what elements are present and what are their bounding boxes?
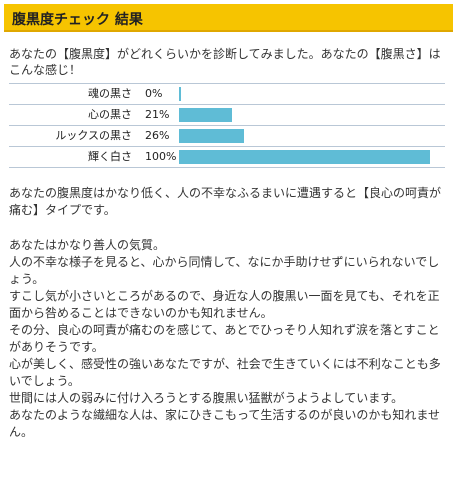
result-bar-track bbox=[179, 108, 430, 122]
result-label: 魂の黒さ bbox=[88, 87, 132, 100]
result-row-heart: 心の黒さ 21% bbox=[9, 104, 445, 125]
summary-text: あなたの腹黒度はかなり低く、人の不幸なふるまいに遭遇すると【良心の呵責が痛む】タ… bbox=[9, 186, 442, 217]
result-label: ルックスの黒さ bbox=[55, 129, 132, 142]
detail-line: 人の不幸な様子を見ると、心から同情して、なにか手助けせずにいられないでしょう。 bbox=[9, 255, 440, 286]
result-bar bbox=[179, 129, 244, 143]
result-table: 魂の黒さ 0% 心の黒さ 21% ルックスの黒さ 26% 輝く白さ 100% bbox=[9, 83, 445, 168]
result-label: 心の黒さ bbox=[88, 108, 132, 121]
result-bar bbox=[179, 87, 181, 101]
result-percent: 21% bbox=[145, 108, 170, 121]
result-bar bbox=[179, 150, 430, 164]
result-row-looks: ルックスの黒さ 26% bbox=[9, 125, 445, 146]
detail-text: あなたはかなり善人の気質。 人の不幸な様子を見ると、心から同情して、なにか手助け… bbox=[9, 237, 445, 441]
result-label: 輝く白さ bbox=[88, 150, 132, 163]
result-bar bbox=[179, 108, 232, 122]
result-bar-track bbox=[179, 150, 430, 164]
result-percent: 100% bbox=[145, 150, 177, 163]
page-title: 腹黒度チェック 結果 bbox=[12, 12, 143, 28]
result-percent: 26% bbox=[145, 129, 170, 142]
detail-line: 世間には人の弱みに付け入ろうとする腹黒い猛獣がうようよしています。 bbox=[9, 391, 404, 405]
result-row-white: 輝く白さ 100% bbox=[9, 146, 445, 167]
detail-line: 心が美しく、感受性の強いあなたですが、社会で生きていくには不利なことも多いでしょ… bbox=[9, 357, 441, 388]
result-percent: 0% bbox=[145, 87, 163, 100]
result-bar-track bbox=[179, 129, 430, 143]
result-header: 腹黒度チェック 結果 bbox=[4, 4, 453, 32]
detail-line: その分、良心の呵責が痛むのを感じて、あとでひっそり人知れず涙を落とすことがありそ… bbox=[9, 323, 440, 354]
result-bar-track bbox=[179, 87, 430, 101]
detail-line: あなたはかなり善人の気質。 bbox=[9, 238, 166, 252]
detail-line: あなたのような繊細な人は、家にひきこもって生活するのが良いのかも知れません。 bbox=[9, 408, 441, 439]
detail-line: すこし気が小さいところがあるので、身近な人の腹黒い一面を見ても、それを正面から咎… bbox=[9, 289, 440, 320]
result-row-soul: 魂の黒さ 0% bbox=[9, 84, 445, 104]
intro-text: あなたの【腹黒度】がどれくらいかを診断してみました。あなたの【腹黒さ】はこんな感… bbox=[9, 47, 441, 77]
